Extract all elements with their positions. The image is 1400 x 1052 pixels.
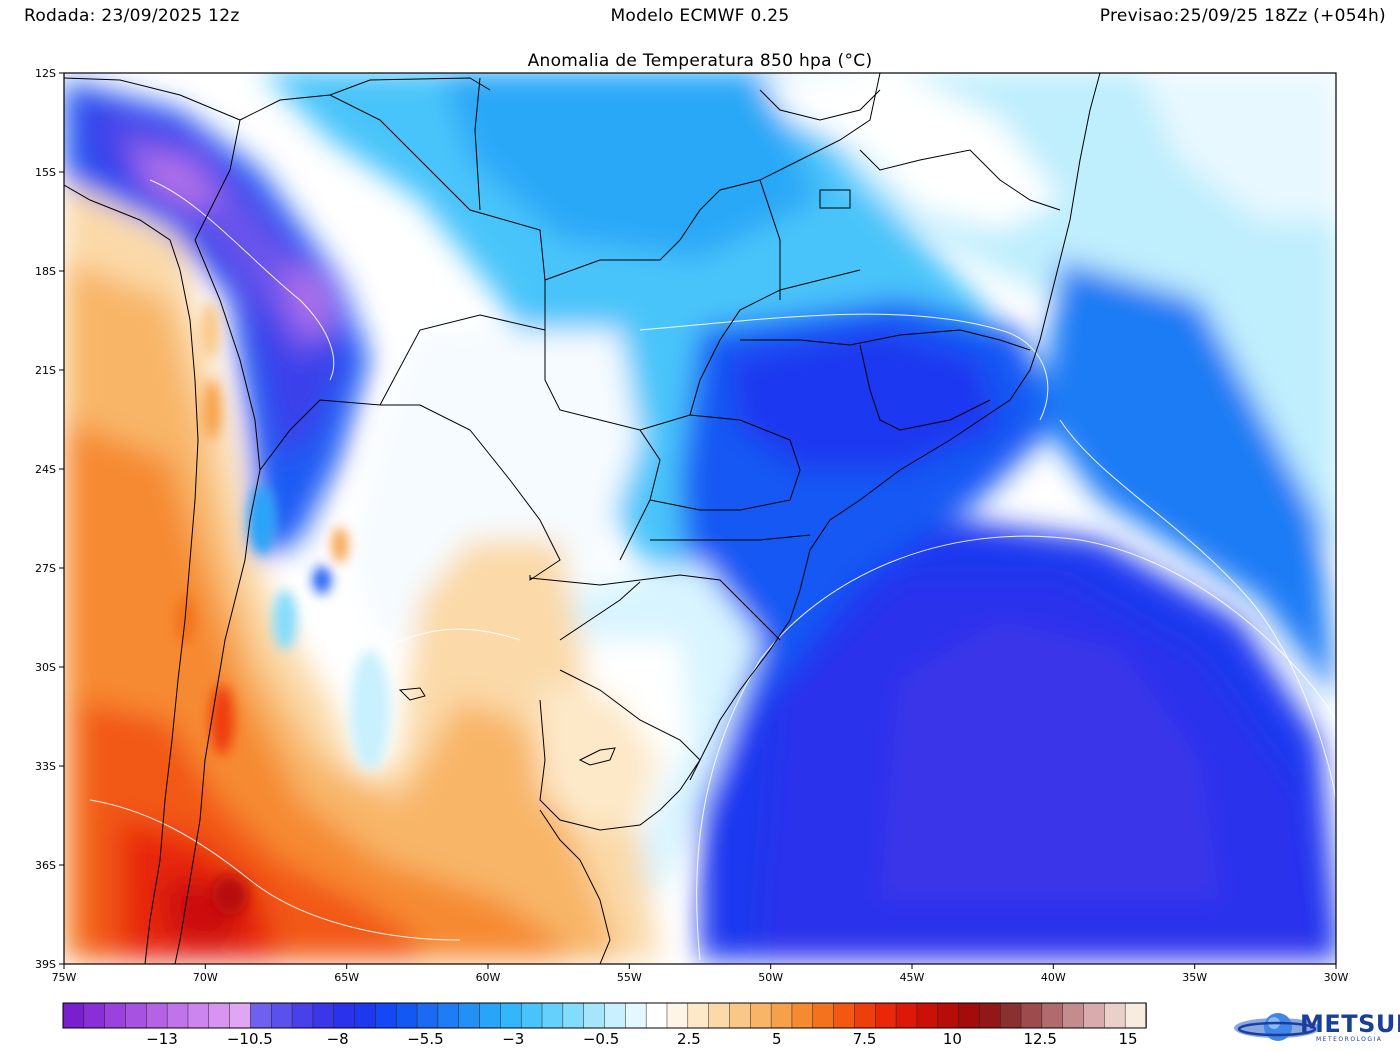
colorbar-swatch xyxy=(854,1002,877,1029)
lat-tick-label: 33S xyxy=(35,760,56,773)
colorbar-swatch xyxy=(500,1002,522,1029)
planet-ring-icon xyxy=(1234,1013,1320,1041)
colorbar-swatch xyxy=(791,1002,814,1029)
colorbar-swatch xyxy=(458,1002,481,1029)
country-borders xyxy=(64,73,1101,964)
logo-text: METSUL xyxy=(1300,1010,1400,1038)
colorbar-label: 7.5 xyxy=(853,1030,877,1048)
lon-tick-label: 65W xyxy=(334,971,359,984)
colorbar-swatch xyxy=(541,1002,564,1029)
lat-tick-label: 27S xyxy=(35,562,56,575)
lat-tick-label: 12S xyxy=(35,67,56,80)
colorbar-swatch xyxy=(395,1002,418,1029)
colorbar-swatch xyxy=(916,1002,939,1029)
colorbar-labels: −13 −10.5 −8 −5.5 −3 −0.5 2.5 5 7.5 10 12.5 15 xyxy=(146,1030,1137,1048)
lon-tick-label: 30W xyxy=(1324,971,1349,984)
colorbar-swatch xyxy=(333,1002,356,1029)
colorbar-swatch xyxy=(1020,1002,1043,1029)
latitude-axis: 12S 15S 18S 21S 24S 27S 30S 33S 36S 39S xyxy=(35,67,64,971)
map-frame xyxy=(63,72,1337,965)
colorbar-label: 15 xyxy=(1118,1030,1137,1048)
colorbar-swatch xyxy=(62,1002,85,1029)
colorbar-swatch xyxy=(937,1002,960,1029)
logo-subtext: METEOROLOGIA xyxy=(1316,1036,1383,1043)
colorbar-swatch xyxy=(1124,1002,1147,1029)
colorbar-swatch xyxy=(416,1002,439,1029)
colorbar-swatch xyxy=(833,1002,856,1029)
colorbar-swatch xyxy=(83,1002,106,1029)
colorbar-swatch xyxy=(895,1002,918,1029)
colorbar-swatch xyxy=(645,1002,668,1029)
colorbar xyxy=(62,1002,1147,1029)
lon-tick-label: 70W xyxy=(193,971,218,984)
colorbar-swatch xyxy=(562,1002,585,1029)
colorbar-swatch xyxy=(104,1002,127,1029)
colorbar-swatch xyxy=(812,1002,835,1029)
model-label: Modelo ECMWF 0.25 xyxy=(610,6,790,26)
colorbar-swatch xyxy=(375,1002,397,1029)
colorbar-swatch xyxy=(1083,1002,1106,1029)
colorbar-swatch xyxy=(125,1002,148,1029)
colorbar-swatch xyxy=(166,1002,189,1029)
lat-tick-label: 18S xyxy=(35,265,56,278)
colorbar-swatch xyxy=(666,1002,689,1029)
colorbar-label: −13 xyxy=(146,1030,178,1048)
lat-tick-label: 21S xyxy=(35,364,56,377)
colorbar-swatch xyxy=(1062,1002,1085,1029)
colorbar-swatch xyxy=(437,1002,460,1029)
colorbar-swatch xyxy=(958,1002,981,1029)
colorbar-swatch xyxy=(479,1002,502,1029)
map-title: Anomalia de Temperatura 850 hpa (°C) xyxy=(527,51,873,71)
colorbar-swatch xyxy=(1104,1002,1126,1029)
colorbar-swatch xyxy=(625,1002,647,1029)
lat-tick-label: 30S xyxy=(35,661,56,674)
lat-tick-label: 15S xyxy=(35,166,56,179)
run-label: Rodada: 23/09/2025 12z xyxy=(24,6,240,26)
colorbar-swatch xyxy=(583,1002,606,1029)
lon-tick-label: 50W xyxy=(758,971,783,984)
colorbar-swatch xyxy=(271,1002,293,1029)
colorbar-label: −10.5 xyxy=(227,1030,273,1048)
lat-tick-label: 36S xyxy=(35,859,56,872)
colorbar-swatch xyxy=(750,1002,772,1029)
colorbar-label: 10 xyxy=(943,1030,962,1048)
colorbar-swatch xyxy=(1041,1002,1064,1029)
colorbar-swatch xyxy=(875,1002,897,1029)
lon-tick-label: 60W xyxy=(476,971,501,984)
lon-tick-label: 75W xyxy=(52,971,77,984)
colorbar-label: −5.5 xyxy=(407,1030,443,1048)
colorbar-swatch xyxy=(187,1002,210,1029)
colorbar-swatch xyxy=(354,1002,377,1029)
colorbar-swatch xyxy=(291,1002,314,1029)
colorbar-swatch xyxy=(229,1002,252,1029)
lon-tick-label: 45W xyxy=(900,971,925,984)
colorbar-swatch xyxy=(999,1002,1022,1029)
colorbar-label: −8 xyxy=(327,1030,349,1048)
colorbar-label: −3 xyxy=(502,1030,524,1048)
lat-tick-label: 24S xyxy=(35,463,56,476)
colorbar-label: 5 xyxy=(772,1030,782,1048)
temperature-field xyxy=(64,73,1336,964)
colorbar-swatch xyxy=(146,1002,168,1029)
colorbar-swatch xyxy=(979,1002,1001,1029)
colorbar-swatch xyxy=(520,1002,543,1029)
colorbar-swatch xyxy=(208,1002,231,1029)
forecast-label: Previsao:25/09/25 18Zz (+054h) xyxy=(1099,6,1386,26)
lat-tick-label: 39S xyxy=(35,958,56,971)
lon-tick-label: 55W xyxy=(617,971,642,984)
lon-tick-label: 40W xyxy=(1041,971,1066,984)
colorbar-swatch xyxy=(250,1002,273,1029)
colorbar-label: 12.5 xyxy=(1023,1030,1056,1048)
colorbar-swatch xyxy=(687,1002,710,1029)
colorbar-swatch xyxy=(729,1002,752,1029)
colorbar-swatch xyxy=(708,1002,731,1029)
colorbar-swatch xyxy=(312,1002,335,1029)
colorbar-label: 2.5 xyxy=(677,1030,701,1048)
longitude-axis: 75W 70W 65W 60W 55W 50W 45W 40W 35W 30W xyxy=(52,964,1349,984)
colorbar-swatch xyxy=(770,1002,793,1029)
colorbar-swatch xyxy=(604,1002,627,1029)
lon-tick-label: 35W xyxy=(1182,971,1207,984)
colorbar-label: −0.5 xyxy=(583,1030,619,1048)
